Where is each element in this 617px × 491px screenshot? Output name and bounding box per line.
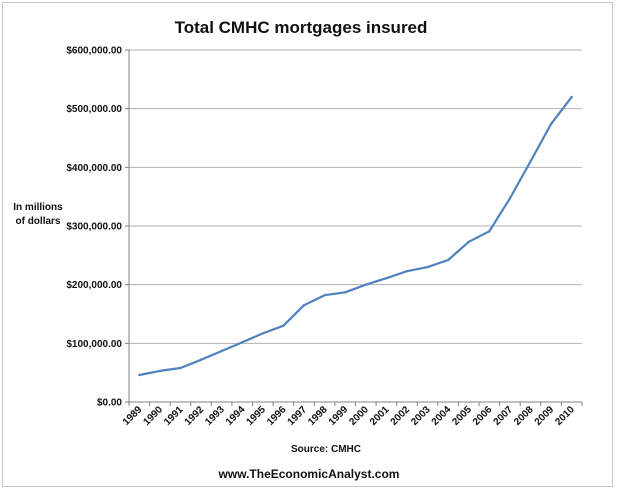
x-tick-label: 1993 <box>203 404 227 428</box>
data-point <box>323 294 326 297</box>
x-tick-label: 2000 <box>347 404 371 428</box>
x-tick-label: 2005 <box>450 404 474 428</box>
chart-title: Total CMHC mortgages insured <box>175 18 428 37</box>
x-tick-label: 2002 <box>389 404 413 428</box>
x-tick-label: 2001 <box>368 404 392 428</box>
data-point <box>426 265 429 269</box>
source-note: Source: CMHC <box>291 444 361 455</box>
x-tick-label: 1990 <box>141 404 165 428</box>
data-point <box>179 366 182 370</box>
data-point <box>405 269 409 273</box>
x-tick-label: 1989 <box>121 404 145 428</box>
data-point <box>158 369 162 373</box>
data-point <box>220 349 223 353</box>
x-tick-label: 1996 <box>265 404 289 428</box>
x-tick-label: 2003 <box>409 404 433 428</box>
data-point <box>467 240 470 244</box>
data-point <box>261 332 265 335</box>
x-tick-label: 1999 <box>327 404 351 428</box>
data-point <box>364 283 367 286</box>
x-tick-label: 1995 <box>244 404 268 428</box>
y-tick-label: $400,000.00 <box>66 163 122 174</box>
y-tick-label: $600,000.00 <box>66 46 122 57</box>
data-point <box>138 373 141 377</box>
data-point <box>446 258 450 262</box>
x-tick-label: 2008 <box>512 404 536 428</box>
x-tick-label: 1998 <box>306 404 330 428</box>
y-tick-label: $300,000.00 <box>66 222 122 233</box>
x-tick-label: 2004 <box>430 404 454 428</box>
data-point <box>282 324 285 327</box>
y-axis-label-line-2: of dollars <box>15 216 60 227</box>
y-axis-label-line-1: In millions <box>13 202 63 213</box>
x-tick-label: 1997 <box>286 404 310 428</box>
y-tick-label: $500,000.00 <box>66 104 122 115</box>
x-tick-label: 1994 <box>224 404 248 428</box>
x-tick-label: 1991 <box>162 404 186 428</box>
x-tick-label: 2009 <box>533 404 557 428</box>
y-tick-label: $200,000.00 <box>66 280 122 291</box>
series-line <box>139 96 573 377</box>
data-point <box>302 304 306 307</box>
y-tick-labels: $0.00 $100,000.00 $200,000.00 $300,000.00 $4… <box>66 46 122 409</box>
axes <box>125 49 583 406</box>
y-tick-label: $100,000.00 <box>66 339 122 350</box>
x-tick-label: 2007 <box>492 404 516 428</box>
series-layer <box>138 95 573 377</box>
chart-frame <box>2 2 613 487</box>
y-tick-label: $0.00 <box>97 398 122 409</box>
x-tick-label: 2006 <box>471 404 495 428</box>
footer-url: www.TheEconomicAnalyst.com <box>218 467 400 481</box>
data-point <box>241 340 244 344</box>
data-point <box>199 358 203 361</box>
data-point <box>344 291 347 294</box>
x-tick-labels: 1989199019911992199319941995199619971998… <box>121 404 577 428</box>
data-point <box>385 277 388 280</box>
gridlines <box>129 49 582 344</box>
data-point <box>529 160 532 163</box>
data-point <box>488 230 491 233</box>
x-tick-label: 1992 <box>183 404 207 428</box>
data-point <box>570 95 573 99</box>
data-point <box>508 197 512 200</box>
x-tick-label: 2010 <box>553 404 577 428</box>
data-point <box>549 122 553 126</box>
